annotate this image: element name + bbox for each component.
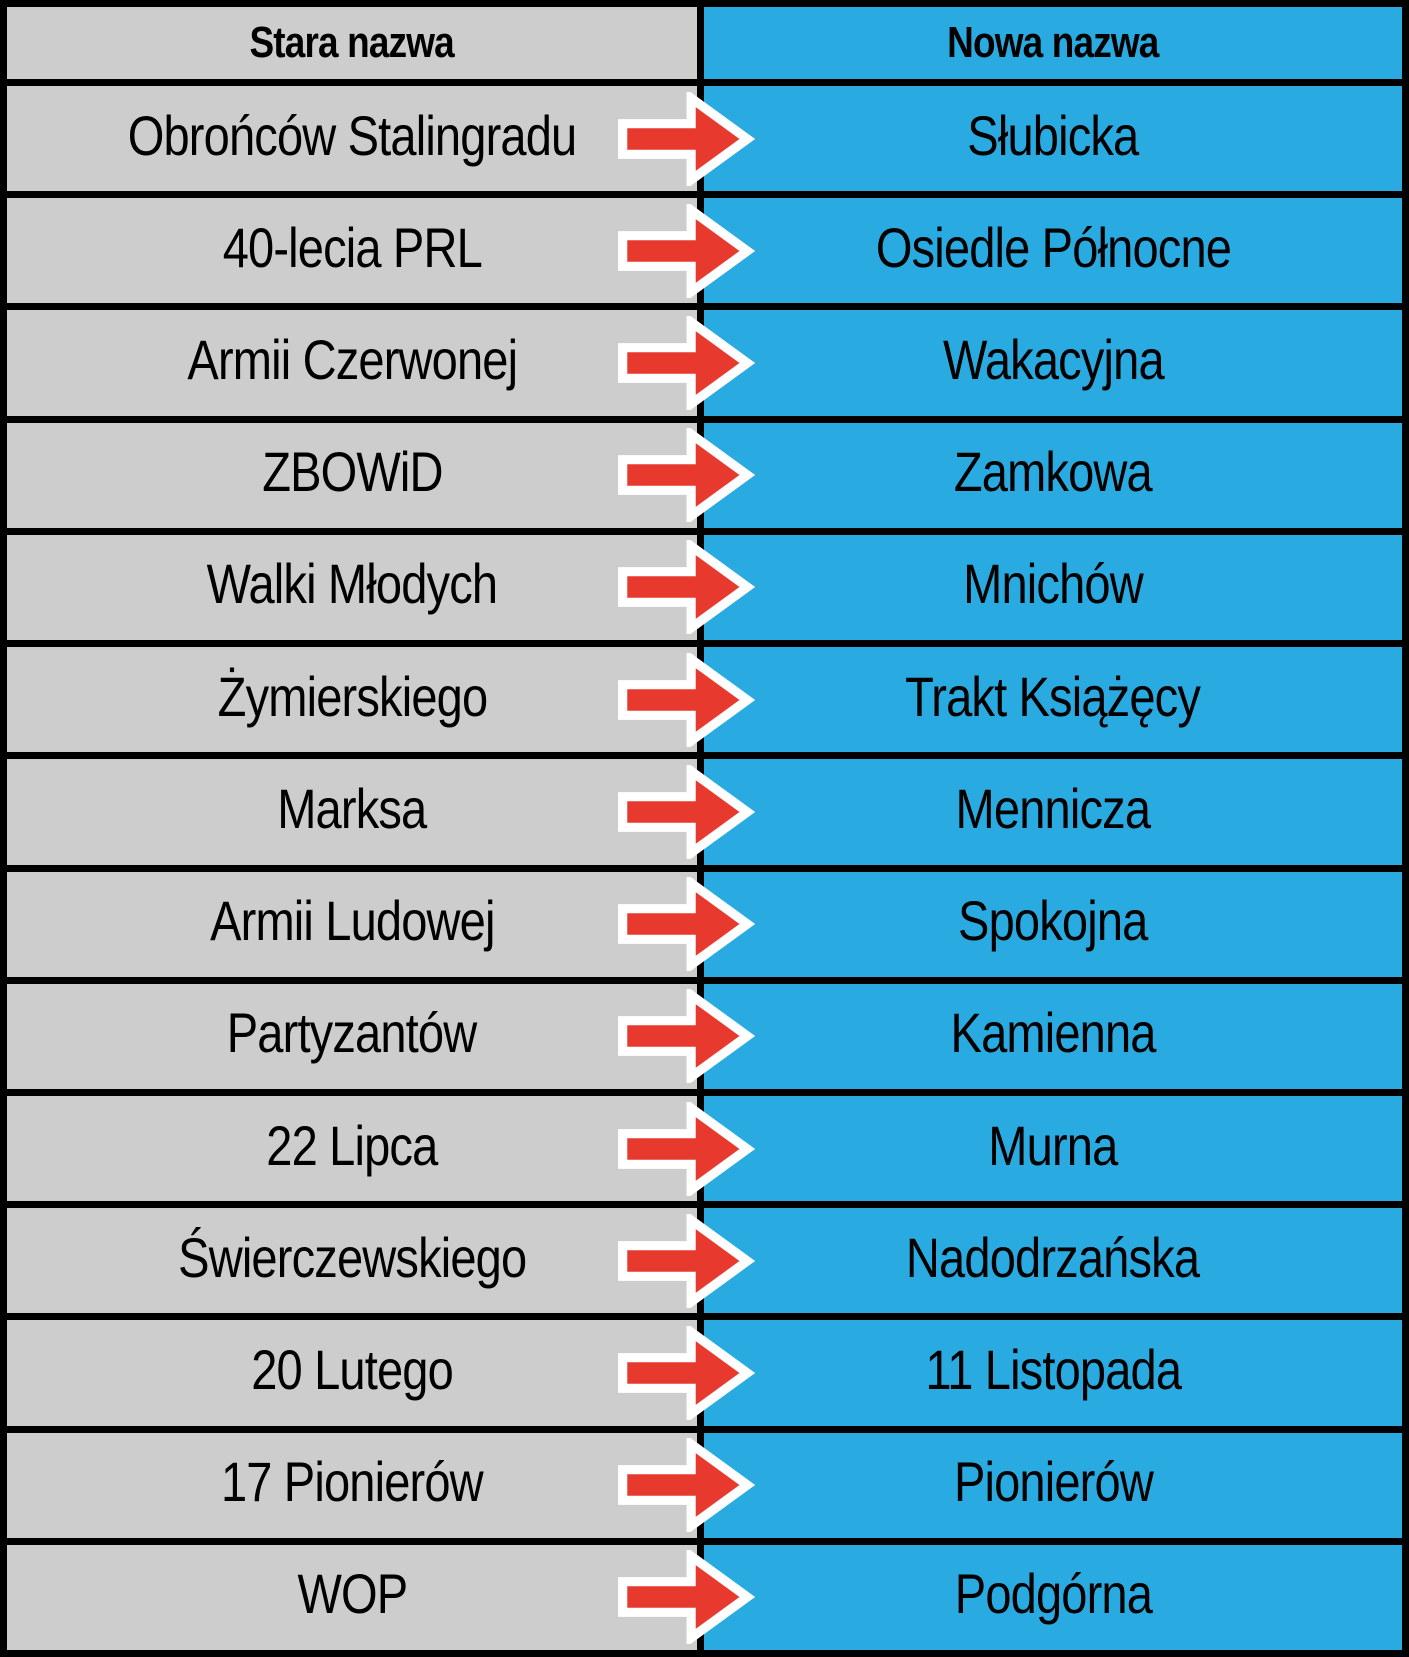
new-name-cell: Mnichów: [704, 534, 1402, 641]
old-name-cell: Świerczewskiego: [7, 1208, 697, 1314]
old-name-cell: Marksa: [7, 759, 697, 865]
old-name-text: Obrońców Stalingradu: [127, 103, 577, 167]
new-name-cell: Trakt Książęcy: [704, 647, 1402, 753]
old-name-cell: Walki Młodych: [7, 534, 697, 641]
old-name-cell: Obrońców Stalingradu: [7, 86, 697, 192]
new-name-cell: Osiedle Północne: [704, 198, 1402, 304]
table-row: Partyzantów Kamienna: [7, 983, 1402, 1089]
table-row: Marksa Mennicza: [7, 759, 1402, 865]
column-divider: [697, 7, 704, 79]
new-name-text: 11 Listopada: [925, 1338, 1182, 1402]
old-name-text: 40-lecia PRL: [222, 215, 482, 279]
old-name-cell: 22 Lipca: [7, 1095, 697, 1202]
old-name-cell: Partyzantów: [7, 983, 697, 1089]
new-name-cell: Pionierów: [704, 1432, 1402, 1538]
header-old-name-label: Stara nazwa: [249, 18, 455, 67]
right-arrow-icon: [618, 989, 755, 1084]
table-row: Armii Ludowej Spokojna: [7, 871, 1402, 977]
old-name-text: Partyzantów: [227, 1001, 477, 1065]
new-name-cell: Podgórna: [704, 1544, 1402, 1651]
old-name-cell: WOP: [7, 1544, 697, 1651]
right-arrow-icon: [618, 428, 755, 523]
old-name-cell: Armii Czerwonej: [7, 310, 697, 416]
header-new-name-label: Nowa nazwa: [947, 18, 1159, 67]
right-arrow-icon: [618, 91, 755, 186]
new-name-text: Murna: [988, 1113, 1118, 1177]
right-arrow-icon: [618, 764, 755, 859]
new-name-text: Nadodrzańska: [906, 1225, 1200, 1289]
right-arrow-icon: [618, 877, 755, 972]
table-row: 17 Pionierów Pionierów: [7, 1432, 1402, 1538]
table-row: 22 Lipca Murna: [7, 1095, 1402, 1202]
header-new-name: Nowa nazwa: [704, 7, 1402, 79]
right-arrow-icon: [618, 540, 755, 635]
old-name-text: Armii Czerwonej: [187, 328, 518, 392]
table-row: ZBOWiD Zamkowa: [7, 422, 1402, 528]
right-arrow-icon: [618, 1550, 755, 1645]
right-arrow-icon: [618, 203, 755, 298]
old-name-text: Armii Ludowej: [209, 889, 495, 953]
new-name-text: Osiedle Północne: [875, 215, 1231, 279]
old-name-text: Żymierskiego: [217, 664, 487, 728]
table-row: Obrońców Stalingradu Słubicka: [7, 86, 1402, 192]
new-name-text: Zamkowa: [953, 440, 1153, 504]
header-row: Stara nazwa Nowa nazwa: [7, 7, 1402, 79]
old-name-text: 20 Lutego: [251, 1338, 454, 1402]
table-row: WOP Podgórna: [7, 1544, 1402, 1651]
new-name-cell: Nadodrzańska: [704, 1208, 1402, 1314]
new-name-cell: Wakacyjna: [704, 310, 1402, 416]
new-name-text: Kamienna: [950, 1001, 1156, 1065]
new-name-cell: Słubicka: [704, 86, 1402, 192]
old-name-cell: 40-lecia PRL: [7, 198, 697, 304]
new-name-text: Spokojna: [958, 889, 1148, 953]
old-name-text: Walki Młodych: [206, 552, 498, 616]
old-name-text: WOP: [297, 1562, 408, 1626]
right-arrow-icon: [618, 1213, 755, 1308]
new-name-text: Wakacyjna: [942, 328, 1165, 392]
old-name-text: ZBOWiD: [261, 440, 443, 504]
new-name-text: Pionierów: [953, 1450, 1153, 1514]
right-arrow-icon: [618, 1438, 755, 1533]
new-name-cell: Spokojna: [704, 871, 1402, 977]
new-name-text: Mnichów: [963, 552, 1144, 616]
new-name-text: Podgórna: [954, 1562, 1152, 1626]
old-name-cell: Żymierskiego: [7, 647, 697, 753]
right-arrow-icon: [618, 1326, 755, 1421]
right-arrow-icon: [618, 1101, 755, 1196]
new-name-cell: Zamkowa: [704, 422, 1402, 528]
right-arrow-icon: [618, 316, 755, 411]
table-row: Żymierskiego Trakt Książęcy: [7, 647, 1402, 753]
header-old-name: Stara nazwa: [7, 7, 697, 79]
new-name-text: Mennicza: [955, 776, 1151, 840]
new-name-cell: 11 Listopada: [704, 1320, 1402, 1426]
table-row: 40-lecia PRL Osiedle Północne: [7, 198, 1402, 304]
old-name-cell: Armii Ludowej: [7, 871, 697, 977]
old-name-cell: 20 Lutego: [7, 1320, 697, 1426]
old-name-cell: ZBOWiD: [7, 422, 697, 528]
new-name-text: Słubicka: [967, 103, 1139, 167]
new-name-cell: Mennicza: [704, 759, 1402, 865]
table-row: Walki Młodych Mnichów: [7, 534, 1402, 641]
table-row: Armii Czerwonej Wakacyjna: [7, 310, 1402, 416]
table-row: 20 Lutego 11 Listopada: [7, 1320, 1402, 1426]
old-name-text: Świerczewskiego: [177, 1225, 527, 1289]
new-name-text: Trakt Książęcy: [905, 664, 1202, 728]
old-name-text: Marksa: [277, 776, 427, 840]
right-arrow-icon: [618, 652, 755, 747]
old-name-text: 17 Pionierów: [221, 1450, 484, 1514]
table-row: Świerczewskiego Nadodrzańska: [7, 1208, 1402, 1314]
new-name-cell: Kamienna: [704, 983, 1402, 1089]
new-name-cell: Murna: [704, 1095, 1402, 1202]
old-name-cell: 17 Pionierów: [7, 1432, 697, 1538]
old-name-text: 22 Lipca: [266, 1113, 438, 1177]
